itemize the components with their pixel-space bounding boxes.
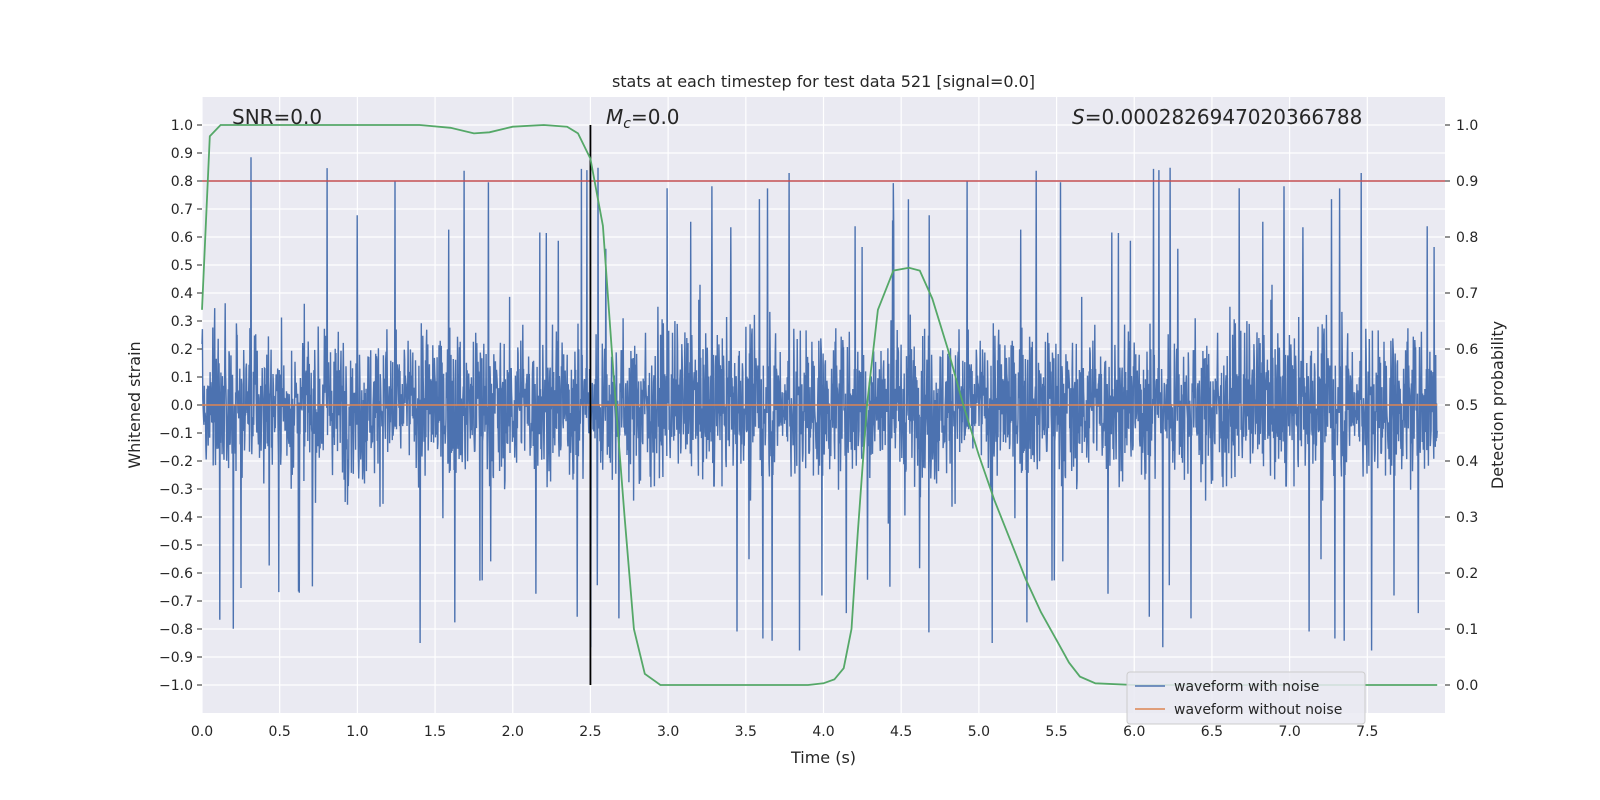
y2-tick-label-0: 1.0: [1456, 118, 1478, 134]
x-tick-label-7: 3.5: [735, 724, 757, 740]
legend: waveform with noise waveform without noi…: [1126, 671, 1366, 725]
x-tick-label-0: 0.0: [191, 724, 213, 740]
chart-title: stats at each timestep for test data 521…: [612, 72, 1035, 91]
x-tick-label-13: 6.5: [1201, 724, 1223, 740]
y-tick-label-7: 0.3: [171, 314, 193, 330]
y-tick-label-16: −0.6: [159, 566, 193, 582]
y-tick-label-18: −0.8: [159, 622, 193, 638]
x-tick-label-11: 5.5: [1045, 724, 1067, 740]
series-lines: [201, 124, 1445, 686]
x-tick-label-1: 0.5: [269, 724, 291, 740]
annotation-s-value: =0.0002826947020366788: [1085, 105, 1363, 129]
legend-label-waveform-without-noise: waveform without noise: [1174, 702, 1342, 718]
annotation-mc-subscript: c: [623, 116, 631, 132]
y-tick-label-15: −0.5: [159, 538, 193, 554]
y-tick-label-8: 0.2: [171, 342, 193, 358]
legend-box: [1126, 671, 1366, 725]
x-tick-label-12: 6.0: [1123, 724, 1145, 740]
x-tick-label-2: 1.0: [346, 724, 368, 740]
y2-tick-label-4: 0.6: [1456, 342, 1478, 358]
y-tick-label-12: −0.2: [159, 454, 193, 470]
series-waveform-with-noise: [201, 157, 1438, 651]
annotation-s: S=0.0002826947020366788: [1072, 105, 1362, 129]
y2-tick-label-6: 0.4: [1456, 454, 1478, 470]
y-tick-label-11: −0.1: [159, 426, 193, 442]
y-tick-label-6: 0.4: [171, 286, 193, 302]
axis-ticks: 0.0 0.5 1.0 1.5 2.0 2.5 3.0 3.5 4.0 4.5 5.0 5.5 6.0 6…: [159, 118, 1478, 740]
y-axis-label: Whitened strain: [125, 341, 144, 468]
y-tick-label-9: 0.1: [171, 370, 193, 386]
detection-probability-curve: [201, 124, 1438, 686]
y-tick-label-0: 1.0: [171, 118, 193, 134]
annotation-snr: SNR=0.0: [232, 105, 322, 129]
y2-tick-label-1: 0.9: [1456, 174, 1478, 190]
x-tick-label-10: 5.0: [968, 724, 990, 740]
y-tick-label-20: −1.0: [159, 678, 193, 694]
annotation-mc-value: =0.0: [631, 105, 680, 129]
y-tick-label-13: −0.3: [159, 482, 193, 498]
y-tick-label-17: −0.7: [159, 594, 193, 610]
y-tick-label-5: 0.5: [171, 258, 193, 274]
x-tick-label-5: 2.5: [579, 724, 601, 740]
legend-label-waveform-with-noise: waveform with noise: [1174, 679, 1319, 695]
y-tick-label-3: 0.7: [171, 202, 193, 218]
y2-tick-label-10: 0.0: [1456, 678, 1478, 694]
x-tick-label-8: 4.0: [812, 724, 834, 740]
x-tick-label-3: 1.5: [424, 724, 446, 740]
noise-trace: [201, 157, 1438, 651]
y-tick-label-10: 0.0: [171, 398, 193, 414]
y2-tick-label-8: 0.2: [1456, 566, 1478, 582]
y2-tick-label-2: 0.8: [1456, 230, 1478, 246]
annotation-mc-symbol: M: [606, 105, 623, 129]
x-tick-label-6: 3.0: [657, 724, 679, 740]
y2-tick-label-3: 0.7: [1456, 286, 1478, 302]
x-tick-label-15: 7.5: [1356, 724, 1378, 740]
x-tick-label-4: 2.0: [502, 724, 524, 740]
y2-tick-label-5: 0.5: [1456, 398, 1478, 414]
y-tick-label-4: 0.6: [171, 230, 193, 246]
x-tick-label-14: 7.0: [1278, 724, 1300, 740]
y-tick-label-14: −0.4: [159, 510, 193, 526]
annotation-s-symbol: S: [1072, 105, 1085, 129]
y2-axis-label: Detection probability: [1488, 321, 1507, 489]
y-tick-label-19: −0.9: [159, 650, 193, 666]
x-axis-label: Time (s): [790, 748, 856, 767]
y-tick-label-2: 0.8: [171, 174, 193, 190]
annotation-chirp-mass: Mc=0.0: [606, 105, 680, 132]
y2-tick-label-7: 0.3: [1456, 510, 1478, 526]
y2-tick-label-9: 0.1: [1456, 622, 1478, 638]
x-tick-label-9: 4.5: [890, 724, 912, 740]
y-tick-label-1: 0.9: [171, 146, 193, 162]
